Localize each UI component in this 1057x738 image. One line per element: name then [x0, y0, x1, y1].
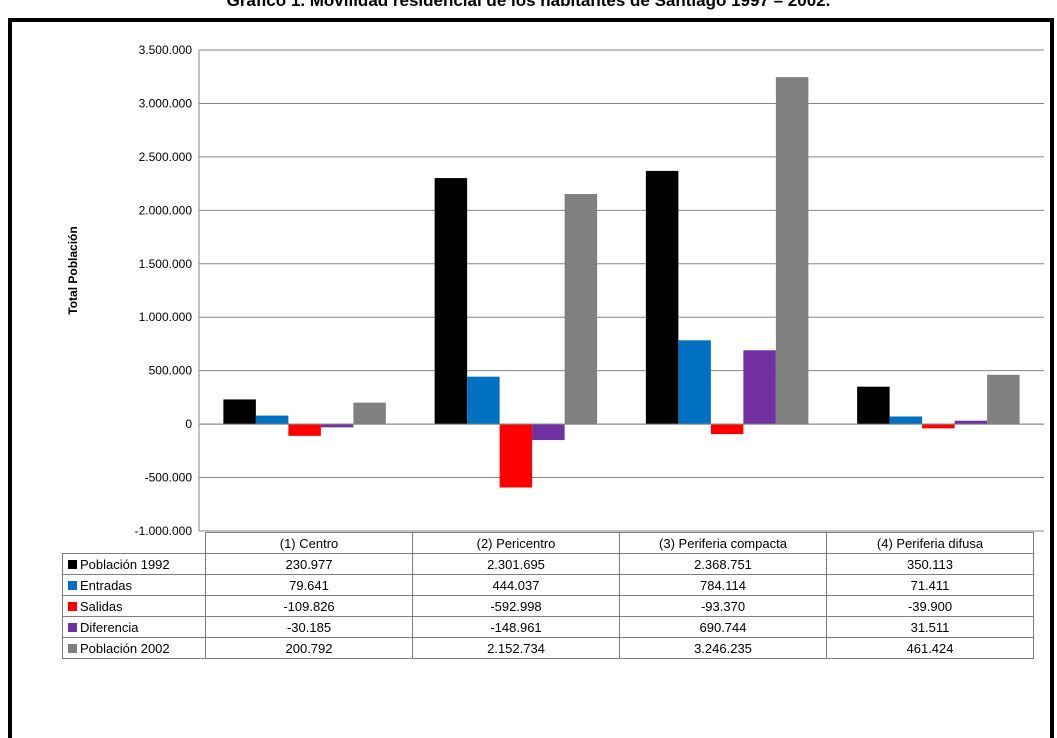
series-name: Población 1992 [80, 556, 170, 572]
bar [564, 194, 598, 425]
bar [288, 424, 321, 436]
gridlines [198, 49, 1044, 532]
table-cell: 2.368.751 [619, 553, 827, 575]
bar [223, 399, 256, 425]
bars [223, 77, 1020, 488]
bar [954, 420, 988, 425]
table-cell: -30.185 [205, 616, 413, 638]
table-cell: -592.998 [412, 595, 620, 617]
table-row: Población 1992 230.977 2.301.695 2.368.7… [62, 553, 1034, 575]
category-header: (2) Pericentro [412, 532, 620, 554]
table-cell: 200.792 [205, 637, 413, 659]
bar [987, 374, 1020, 425]
table-cell: -148.961 [412, 616, 620, 638]
table-cell: 71.411 [826, 574, 1034, 596]
table-cell: 79.641 [205, 574, 413, 596]
table-cell: 230.977 [205, 553, 413, 575]
y-tick-label: 3.000.000 [139, 96, 193, 110]
table-cell: 2.152.734 [412, 637, 620, 659]
y-tick-label: 0 [185, 417, 192, 431]
table-row: Entradas 79.641 444.037 784.114 71.411 [62, 574, 1034, 596]
y-tick-label: 1.000.000 [139, 310, 193, 324]
table-cell: -109.826 [205, 595, 413, 617]
series-legend-cell: Diferencia [62, 616, 206, 638]
table-cell: 3.246.235 [619, 637, 827, 659]
table-corner [62, 532, 206, 554]
legend-swatch [68, 559, 77, 569]
series-legend-cell: Salidas [62, 595, 206, 617]
series-name: Población 2002 [80, 640, 170, 656]
y-tick-label: 1.500.000 [139, 257, 193, 271]
table-cell: 31.511 [826, 616, 1034, 638]
category-header: (1) Centro [205, 532, 413, 554]
legend-swatch [68, 580, 77, 590]
category-header: (4) Periferia difusa [826, 532, 1034, 554]
series-name: Diferencia [80, 619, 139, 635]
y-tick-label: 2.000.000 [139, 203, 193, 217]
table-row: Diferencia -30.185 -148.961 690.744 31.5… [62, 616, 1034, 638]
table-row: Población 2002 200.792 2.152.734 3.246.2… [62, 637, 1034, 659]
y-axis-ticks: -1.000.000-500.0000500.0001.000.0001.500… [135, 43, 193, 538]
bar [255, 415, 289, 425]
data-table: (1) Centro (2) Pericentro (3) Periferia … [62, 532, 1034, 659]
series-legend-cell: Población 2002 [62, 637, 206, 659]
y-tick-label: 2.500.000 [139, 150, 193, 164]
y-tick-label: -500.000 [145, 471, 193, 485]
bar [353, 402, 386, 425]
legend-swatch [68, 643, 77, 653]
bar [645, 170, 679, 425]
y-tick-label: 500.000 [149, 364, 193, 378]
table-cell: 461.424 [826, 637, 1034, 659]
legend-swatch [68, 622, 77, 632]
bar [889, 416, 923, 425]
bar [922, 424, 955, 429]
series-name: Salidas [80, 598, 123, 614]
table-header-row: (1) Centro (2) Pericentro (3) Periferia … [62, 532, 1034, 554]
legend-swatch [68, 601, 77, 611]
bar [710, 424, 744, 435]
bar [743, 350, 776, 425]
bar [320, 424, 354, 428]
bar [467, 376, 500, 425]
y-axis-label: Total Población [66, 226, 80, 314]
series-name: Entradas [80, 577, 133, 593]
table-cell: -39.900 [826, 595, 1034, 617]
table-cell: 350.113 [826, 553, 1034, 575]
table-cell: -93.370 [619, 595, 827, 617]
bar [775, 77, 809, 425]
category-header: (3) Periferia compacta [619, 532, 827, 554]
bar [678, 340, 711, 425]
table-cell: 2.301.695 [412, 553, 620, 575]
bar [434, 178, 468, 425]
y-tick-label: 3.500.000 [139, 43, 193, 57]
series-legend-cell: Población 1992 [62, 553, 206, 575]
table-cell: 444.037 [412, 574, 620, 596]
chart-frame [8, 18, 1054, 738]
bar [857, 386, 890, 425]
series-legend-cell: Entradas [62, 574, 206, 596]
bar [499, 424, 533, 488]
table-cell: 784.114 [619, 574, 827, 596]
table-cell: 690.744 [619, 616, 827, 638]
chart-title: Gráfico 1. Movilidad residencial de los … [226, 0, 831, 10]
bar [532, 424, 565, 441]
table-row: Salidas -109.826 -592.998 -93.370 -39.90… [62, 595, 1034, 617]
